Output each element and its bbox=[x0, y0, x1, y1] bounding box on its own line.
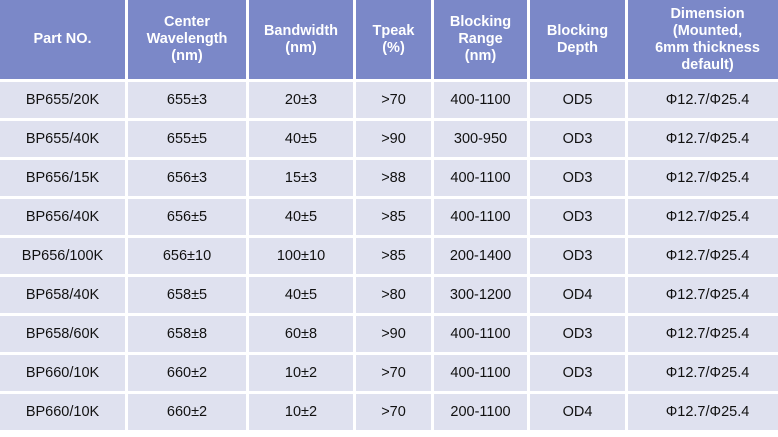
header-tpeak: Tpeak (%) bbox=[356, 0, 431, 79]
cell-tpeak: >70 bbox=[356, 394, 431, 430]
cell-blocking-depth: OD3 bbox=[530, 121, 625, 157]
table-row: BP658/40K 658±5 40±5 >80 300-1200 OD4 Φ12.7/Φ2… bbox=[0, 277, 778, 313]
cell-dimension: Φ12.7/Φ25.4 bbox=[628, 121, 778, 157]
cell-blocking-depth: OD3 bbox=[530, 316, 625, 352]
cell-part-no: BP655/40K bbox=[0, 121, 125, 157]
cell-part-no: BP656/100K bbox=[0, 238, 125, 274]
cell-bandwidth: 40±5 bbox=[249, 277, 353, 313]
cell-bandwidth: 40±5 bbox=[249, 121, 353, 157]
table-row: BP658/60K 658±8 60±8 >90 400-1100 OD3 Φ12.7/Φ2… bbox=[0, 316, 778, 352]
cell-tpeak: >85 bbox=[356, 199, 431, 235]
table-body: BP655/20K 655±3 20±3 >70 400-1100 OD5 Φ12.7/Φ2… bbox=[0, 82, 778, 430]
cell-center-wavelength: 660±2 bbox=[128, 394, 246, 430]
table-row: BP656/40K 656±5 40±5 >85 400-1100 OD3 Φ12.7/Φ2… bbox=[0, 199, 778, 235]
cell-blocking-depth: OD4 bbox=[530, 394, 625, 430]
cell-blocking-range: 400-1100 bbox=[434, 82, 527, 118]
cell-blocking-depth: OD4 bbox=[530, 277, 625, 313]
cell-center-wavelength: 656±3 bbox=[128, 160, 246, 196]
cell-blocking-range: 400-1100 bbox=[434, 355, 527, 391]
cell-bandwidth: 15±3 bbox=[249, 160, 353, 196]
cell-blocking-range: 200-1100 bbox=[434, 394, 527, 430]
cell-bandwidth: 100±10 bbox=[249, 238, 353, 274]
cell-part-no: BP655/20K bbox=[0, 82, 125, 118]
cell-blocking-range: 300-950 bbox=[434, 121, 527, 157]
cell-dimension: Φ12.7/Φ25.4 bbox=[628, 355, 778, 391]
cell-center-wavelength: 658±5 bbox=[128, 277, 246, 313]
table-header-row: Part NO. Center Wavelength (nm) Bandwidth (nm… bbox=[0, 0, 778, 79]
table-row: BP655/40K 655±5 40±5 >90 300-950 OD3 Φ12.7/Φ25… bbox=[0, 121, 778, 157]
cell-dimension: Φ12.7/Φ25.4 bbox=[628, 199, 778, 235]
cell-center-wavelength: 656±10 bbox=[128, 238, 246, 274]
cell-blocking-depth: OD3 bbox=[530, 199, 625, 235]
cell-bandwidth: 40±5 bbox=[249, 199, 353, 235]
cell-bandwidth: 20±3 bbox=[249, 82, 353, 118]
cell-tpeak: >90 bbox=[356, 316, 431, 352]
cell-blocking-depth: OD5 bbox=[530, 82, 625, 118]
cell-center-wavelength: 655±3 bbox=[128, 82, 246, 118]
table-row: BP656/100K 656±10 100±10 >85 200-1400 OD3 Φ12.… bbox=[0, 238, 778, 274]
header-part-no: Part NO. bbox=[0, 0, 125, 79]
cell-blocking-range: 400-1100 bbox=[434, 316, 527, 352]
cell-blocking-depth: OD3 bbox=[530, 160, 625, 196]
cell-center-wavelength: 656±5 bbox=[128, 199, 246, 235]
cell-dimension: Φ12.7/Φ25.4 bbox=[628, 277, 778, 313]
cell-part-no: BP656/40K bbox=[0, 199, 125, 235]
cell-part-no: BP658/40K bbox=[0, 277, 125, 313]
cell-dimension: Φ12.7/Φ25.4 bbox=[628, 316, 778, 352]
cell-dimension: Φ12.7/Φ25.4 bbox=[628, 160, 778, 196]
header-bandwidth: Bandwidth (nm) bbox=[249, 0, 353, 79]
header-center-wavelength: Center Wavelength (nm) bbox=[128, 0, 246, 79]
cell-part-no: BP660/10K bbox=[0, 355, 125, 391]
table-row: BP660/10K 660±2 10±2 >70 400-1100 OD3 Φ12.7/Φ2… bbox=[0, 355, 778, 391]
cell-center-wavelength: 655±5 bbox=[128, 121, 246, 157]
cell-blocking-depth: OD3 bbox=[530, 238, 625, 274]
table-row: BP655/20K 655±3 20±3 >70 400-1100 OD5 Φ12.7/Φ2… bbox=[0, 82, 778, 118]
cell-blocking-depth: OD3 bbox=[530, 355, 625, 391]
cell-tpeak: >80 bbox=[356, 277, 431, 313]
cell-blocking-range: 400-1100 bbox=[434, 199, 527, 235]
cell-blocking-range: 200-1400 bbox=[434, 238, 527, 274]
cell-bandwidth: 10±2 bbox=[249, 394, 353, 430]
cell-dimension: Φ12.7/Φ25.4 bbox=[628, 82, 778, 118]
cell-tpeak: >85 bbox=[356, 238, 431, 274]
cell-tpeak: >70 bbox=[356, 355, 431, 391]
cell-center-wavelength: 658±8 bbox=[128, 316, 246, 352]
cell-blocking-range: 300-1200 bbox=[434, 277, 527, 313]
cell-blocking-range: 400-1100 bbox=[434, 160, 527, 196]
cell-dimension: Φ12.7/Φ25.4 bbox=[628, 238, 778, 274]
cell-part-no: BP656/15K bbox=[0, 160, 125, 196]
cell-center-wavelength: 660±2 bbox=[128, 355, 246, 391]
cell-part-no: BP660/10K bbox=[0, 394, 125, 430]
header-dimension: Dimension (Mounted, 6mm thickness default) bbox=[628, 0, 778, 79]
header-blocking-depth: Blocking Depth bbox=[530, 0, 625, 79]
cell-part-no: BP658/60K bbox=[0, 316, 125, 352]
cell-bandwidth: 10±2 bbox=[249, 355, 353, 391]
cell-bandwidth: 60±8 bbox=[249, 316, 353, 352]
cell-dimension: Φ12.7/Φ25.4 bbox=[628, 394, 778, 430]
table-row: BP656/15K 656±3 15±3 >88 400-1100 OD3 Φ12.7/Φ2… bbox=[0, 160, 778, 196]
cell-tpeak: >88 bbox=[356, 160, 431, 196]
cell-tpeak: >90 bbox=[356, 121, 431, 157]
header-blocking-range: Blocking Range (nm) bbox=[434, 0, 527, 79]
table-row: BP660/10K 660±2 10±2 >70 200-1100 OD4 Φ12.7/Φ2… bbox=[0, 394, 778, 430]
cell-tpeak: >70 bbox=[356, 82, 431, 118]
